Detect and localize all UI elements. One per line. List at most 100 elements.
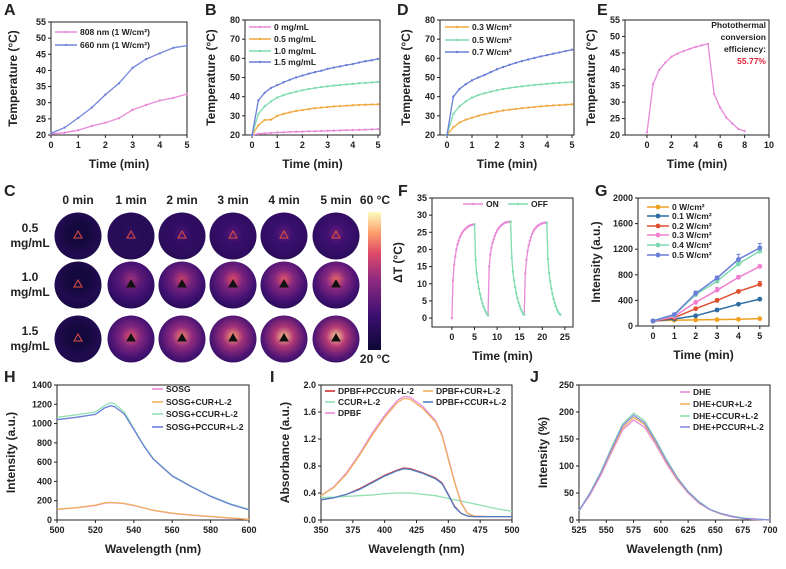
- series-sosg-cur-l-2: [56, 501, 250, 520]
- row-label-unit: mg/mL: [10, 236, 49, 250]
- legend-label: 0.1 W/cm²: [672, 211, 712, 221]
- series-line: [652, 317, 760, 322]
- x-tick-label: 5: [757, 331, 762, 341]
- legend-item: DHE+CCUR+L-2: [680, 411, 758, 421]
- y-axis-label: Intensity (a.u.): [4, 412, 18, 493]
- data-point: [487, 265, 491, 268]
- data-point: [552, 104, 555, 107]
- legend-label: 1.5 mg/mL: [274, 57, 316, 67]
- row-label: 1.5: [22, 324, 39, 338]
- data-point: [364, 128, 367, 131]
- y-tick-label: 2.0: [303, 380, 316, 390]
- x-tick-label: 4: [157, 140, 162, 150]
- data-point: [527, 84, 530, 87]
- data-point: [269, 131, 273, 135]
- legend-marker: [655, 242, 661, 248]
- legend-marker: [455, 50, 459, 54]
- legend-label: DHE+PCCUR+L-2: [693, 422, 764, 432]
- thermal-image: [312, 212, 360, 260]
- measurement-marker-icon: [228, 332, 238, 342]
- series-line: [320, 397, 512, 518]
- legend-marker: [655, 252, 661, 258]
- data-point: [269, 86, 273, 90]
- data-point: [339, 83, 342, 87]
- panel-j: 525 550 575 600 625 650 675 700 0 50 100 150 200 250 W…: [536, 380, 778, 556]
- legend-label: 0 mg/mL: [274, 22, 309, 32]
- y-tick-label: 0: [569, 515, 574, 525]
- data-point: [714, 298, 720, 303]
- data-point: [558, 81, 561, 85]
- series-line: [652, 283, 761, 322]
- x-tick-label: 1: [76, 140, 81, 150]
- legend-marker: [455, 38, 459, 42]
- series-line: [652, 247, 761, 322]
- series-line: [487, 221, 511, 316]
- column-label: 4 min: [268, 193, 299, 207]
- panel-f: 0 5 10 15 20 25 0 5 10 15 20 25 30 35 Time (min) ΔT (°C…: [391, 193, 574, 363]
- x-tick-label: 600: [653, 525, 668, 535]
- x-tick-label: 675: [735, 525, 750, 535]
- x-tick-label: 580: [203, 525, 218, 535]
- data-point: [494, 231, 498, 235]
- series-1-5-mg-ml: [250, 57, 380, 137]
- data-point: [483, 92, 486, 95]
- data-point: [145, 57, 148, 61]
- data-point: [520, 310, 524, 313]
- y-tick-label: 1200: [613, 244, 633, 254]
- data-point: [294, 109, 298, 113]
- row-label-unit: mg/mL: [10, 339, 49, 353]
- data-point: [370, 81, 373, 84]
- panel-letter-f: F: [398, 183, 408, 200]
- data-point: [693, 306, 699, 312]
- series-0-7-w-cm-: [445, 48, 574, 137]
- data-point: [351, 82, 354, 86]
- x-tick-label: 625: [681, 525, 696, 535]
- x-tick-label: 2: [103, 140, 108, 150]
- data-point: [339, 104, 342, 108]
- x-tick-label: 3: [325, 140, 330, 150]
- x-tick-label: 10: [764, 140, 774, 150]
- panel-b: 0 1 2 3 4 5 20 30 40 50 60 70 80 Time (min) Temperatur…: [204, 15, 381, 171]
- y-tick-label: 80: [425, 15, 435, 25]
- x-tick-label: 650: [708, 525, 723, 535]
- y-tick-label: 10: [417, 279, 427, 289]
- y-tick-label: 30: [610, 97, 620, 107]
- legend-item: DHE+CUR+L-2: [680, 399, 752, 409]
- data-point: [131, 108, 134, 112]
- data-point: [250, 133, 254, 137]
- data-point: [553, 301, 556, 305]
- data-point: [301, 130, 304, 133]
- y-tick-label: 5: [422, 296, 427, 306]
- y-axis-label: Temperature (°C): [204, 29, 218, 126]
- measurement-marker-icon: [126, 229, 136, 239]
- data-point: [512, 279, 516, 282]
- data-point: [682, 50, 685, 53]
- data-point: [483, 73, 486, 77]
- y-axis-label: Temperature (°C): [584, 29, 598, 126]
- data-point: [737, 127, 740, 131]
- data-point: [477, 76, 480, 79]
- y-axis-label: Temperature (°C): [6, 30, 20, 127]
- data-point: [483, 308, 486, 311]
- x-tick-label: 560: [165, 525, 180, 535]
- legend-label: DHE+CUR+L-2: [693, 399, 752, 409]
- panel-h: 500 520 540 560 580 600 0 200 400 600 800 1000 1200 1…: [4, 380, 257, 556]
- y-tick-label: 0: [47, 515, 52, 525]
- data-point: [307, 72, 310, 75]
- legend-label: OFF: [531, 199, 548, 209]
- x-tick-label: 1: [672, 331, 677, 341]
- data-point: [651, 82, 655, 86]
- data-point: [736, 257, 741, 262]
- x-tick-label: 0: [449, 332, 454, 342]
- data-point: [502, 87, 505, 91]
- annotation-line: conversion: [721, 32, 766, 42]
- data-point: [552, 297, 555, 301]
- data-point: [522, 313, 526, 316]
- data-point: [482, 305, 485, 308]
- data-point: [508, 63, 511, 67]
- series-line: [451, 223, 475, 319]
- data-point: [172, 96, 175, 100]
- data-point: [357, 103, 361, 107]
- data-point: [474, 258, 477, 261]
- legend-marker: [258, 49, 262, 53]
